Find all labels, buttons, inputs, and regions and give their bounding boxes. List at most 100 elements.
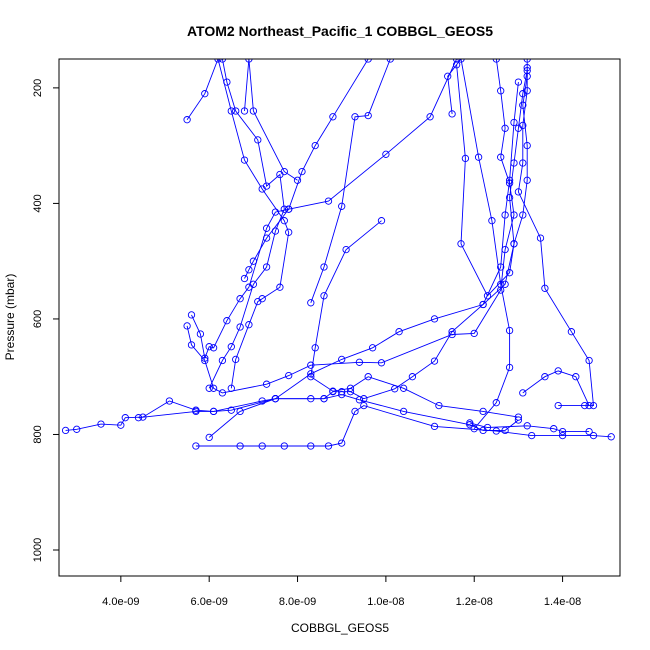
data-point — [492, 427, 500, 435]
data-point — [607, 433, 615, 441]
data-point — [452, 61, 461, 69]
data-point — [121, 414, 129, 422]
data-point — [192, 442, 200, 450]
data-point — [510, 211, 518, 219]
data-point — [541, 373, 549, 381]
data-point — [324, 197, 333, 205]
data-point — [320, 395, 328, 403]
x-tick-label: 1.0e-08 — [367, 596, 404, 608]
data-point — [510, 159, 518, 167]
data-point — [589, 401, 598, 410]
data-point — [351, 407, 359, 416]
data-point — [364, 373, 372, 381]
data-point — [258, 185, 266, 193]
data-point — [470, 425, 478, 433]
data-point — [249, 107, 258, 115]
data-point — [479, 300, 487, 309]
data-point — [519, 389, 527, 397]
series-7 — [466, 419, 593, 436]
data-point — [209, 384, 218, 392]
data-point — [505, 326, 514, 335]
series-line — [138, 82, 519, 419]
data-point — [457, 240, 465, 248]
data-point — [311, 344, 319, 352]
data-point — [505, 179, 514, 187]
series-17 — [307, 217, 523, 421]
series-10 — [205, 59, 288, 392]
data-point — [240, 107, 249, 115]
data-point — [236, 295, 244, 303]
data-point — [262, 263, 271, 271]
data-point — [497, 286, 505, 294]
data-point — [245, 321, 253, 329]
data-point — [523, 141, 531, 150]
data-point — [258, 442, 266, 450]
data-point — [497, 87, 505, 95]
data-point — [338, 202, 346, 210]
data-point — [232, 355, 240, 364]
data-point — [236, 407, 244, 416]
data-point — [201, 354, 209, 362]
data-point — [307, 395, 315, 403]
data-point — [165, 397, 174, 405]
data-point — [236, 323, 244, 331]
series-line — [244, 59, 298, 181]
data-point — [501, 245, 509, 254]
data-point — [293, 176, 302, 184]
series-line — [208, 70, 528, 438]
series-5 — [514, 64, 598, 410]
data-point — [276, 283, 284, 291]
data-point — [399, 407, 408, 416]
series-15 — [452, 59, 531, 300]
data-point — [249, 280, 258, 288]
series-13 — [240, 59, 302, 184]
data-point — [307, 299, 315, 307]
data-point — [377, 217, 386, 225]
data-point — [240, 274, 249, 283]
data-point — [280, 205, 288, 213]
data-point — [501, 211, 509, 219]
data-point — [254, 136, 262, 144]
data-point — [285, 371, 293, 380]
data-point — [240, 156, 249, 164]
data-point — [342, 245, 350, 254]
data-point — [523, 87, 531, 95]
y-tick-label: 600 — [32, 310, 44, 328]
data-point — [201, 90, 209, 98]
data-point — [97, 420, 105, 428]
x-tick-label: 8.0e-09 — [279, 596, 316, 608]
y-tick-label: 800 — [32, 425, 44, 443]
series-4 — [205, 66, 531, 442]
data-point — [205, 433, 213, 442]
y-tick-label: 400 — [32, 194, 44, 212]
data-point — [541, 284, 549, 292]
data-point — [519, 101, 527, 109]
series-line — [310, 59, 391, 303]
data-point — [271, 395, 280, 403]
data-point — [589, 431, 598, 440]
data-point — [324, 442, 333, 450]
data-point — [452, 59, 461, 63]
data-point — [479, 407, 487, 416]
data-point — [505, 193, 514, 202]
data-point — [457, 59, 465, 63]
data-point — [514, 413, 523, 421]
data-point — [510, 118, 518, 127]
data-point — [285, 228, 293, 236]
data-point — [209, 407, 218, 416]
data-point — [528, 431, 536, 440]
data-point — [501, 426, 509, 435]
data-point — [585, 356, 593, 365]
data-point — [61, 426, 70, 435]
data-point — [501, 280, 509, 288]
data-point — [227, 107, 235, 115]
data-point — [368, 344, 377, 352]
data-point — [399, 384, 408, 392]
series-line — [191, 59, 458, 360]
series-11 — [183, 59, 293, 392]
data-point — [338, 355, 346, 364]
data-point — [360, 401, 368, 410]
data-point — [245, 59, 253, 63]
data-point — [474, 153, 483, 161]
data-point — [280, 167, 288, 176]
